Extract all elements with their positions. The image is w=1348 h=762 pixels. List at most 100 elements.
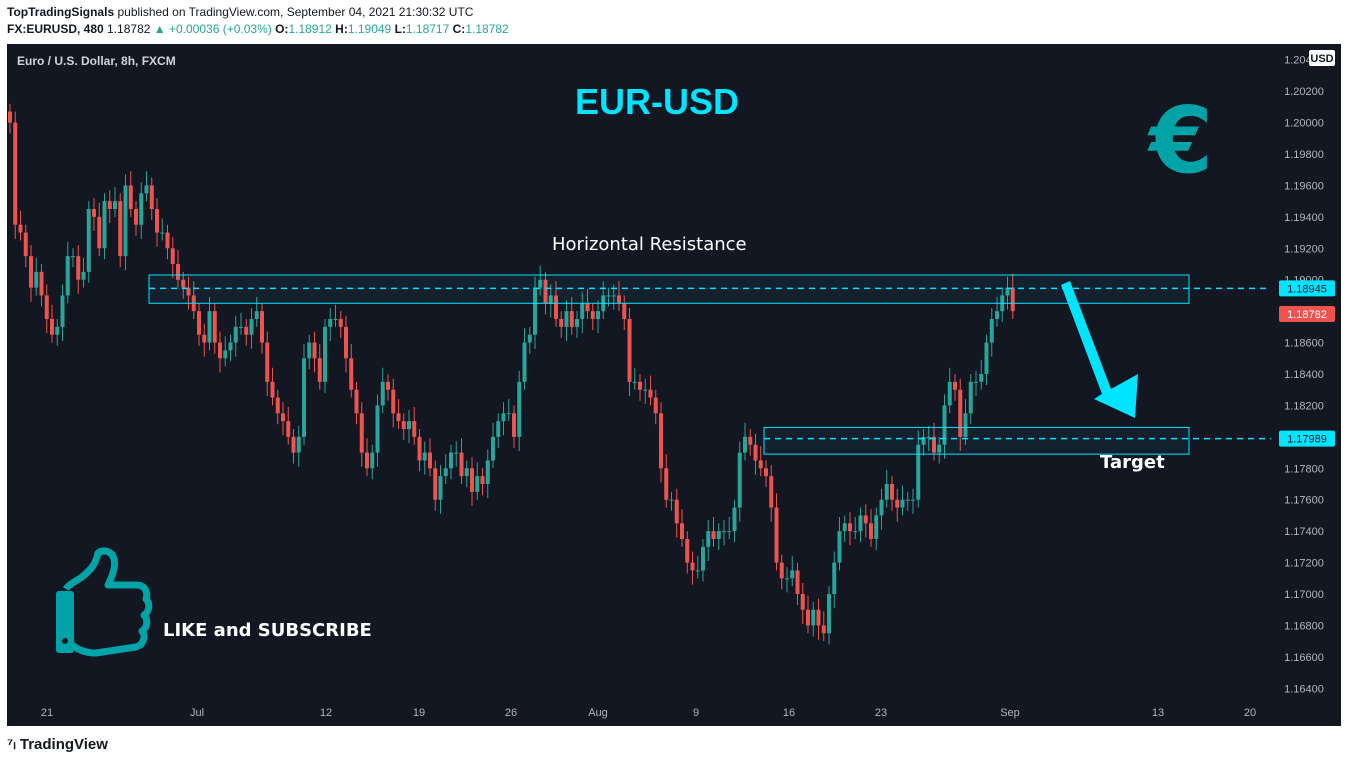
candle-body — [764, 468, 768, 477]
price-tick-label: 1.16400 — [1284, 683, 1324, 695]
candle-body — [359, 413, 364, 453]
candle-body — [265, 342, 270, 382]
candle-body — [732, 507, 737, 532]
tradingview-brand: TradingView — [19, 736, 108, 753]
candle-body — [911, 499, 915, 501]
candle-body — [932, 436, 936, 453]
candle-body — [176, 264, 180, 280]
candle-body — [874, 515, 879, 539]
time-tick-label: 26 — [505, 707, 517, 719]
candle-body — [711, 531, 716, 539]
candle-body — [454, 452, 459, 454]
target-zone[interactable] — [763, 426, 1190, 455]
candle-body — [113, 201, 117, 209]
candle-body — [307, 342, 312, 359]
candle-body — [123, 185, 128, 257]
arrow-down-icon[interactable] — [1061, 281, 1138, 418]
candle-body — [685, 539, 690, 563]
resistance-label: Horizontal Resistance — [552, 234, 747, 255]
candle-body — [8, 111, 12, 123]
candle-body — [296, 436, 301, 453]
candle-body — [947, 381, 952, 406]
cta-label[interactable]: LIKE and SUBSCRIBE — [163, 620, 372, 641]
candle-body — [548, 295, 553, 304]
candle-body — [617, 295, 621, 304]
candle-body — [338, 319, 343, 327]
candle-body — [648, 389, 653, 398]
candle-body — [459, 452, 464, 477]
price-badge-resistance[interactable] — [1279, 280, 1335, 297]
candle-body — [795, 570, 800, 594]
candle-body — [832, 562, 837, 594]
resistance-zone[interactable] — [148, 274, 1190, 304]
candle-body — [538, 279, 543, 288]
candle-body — [890, 484, 894, 500]
close-label: C: — [452, 22, 466, 36]
price-badge-label: 1.18782 — [1287, 309, 1327, 321]
chart-area[interactable]: 1.20400 1.20200 1.20000 1.19800 1.19600 1.194… — [7, 44, 1341, 726]
candle-body — [963, 413, 968, 437]
candle-body — [527, 334, 532, 343]
unit-badge[interactable] — [1309, 50, 1335, 66]
candle-body — [790, 570, 795, 579]
time-tick-label: Sep — [1000, 707, 1020, 719]
candle-body — [643, 389, 648, 391]
publication-header: TopTradingSignals published on TradingVi… — [7, 5, 473, 19]
candle-body — [396, 413, 401, 422]
symbol-label[interactable]: FX:EURUSD, 480 — [7, 22, 104, 36]
candle-body — [774, 507, 779, 563]
publisher-name[interactable]: TopTradingSignals — [7, 5, 115, 19]
candle-body — [785, 578, 789, 580]
candle-body — [139, 193, 144, 225]
candle-body — [391, 389, 396, 414]
candle-body — [97, 216, 102, 249]
candle-body — [380, 381, 385, 406]
candlestick-chart[interactable]: 1.204001.202001.200001.198001.196001.194… — [7, 44, 1341, 726]
candle-body — [76, 256, 81, 280]
candle-body — [879, 499, 884, 516]
thumbs-up-icon[interactable] — [56, 547, 153, 657]
candle-body — [580, 303, 585, 319]
candle-body — [464, 468, 469, 477]
price-badge-last[interactable] — [1279, 305, 1335, 322]
candle-body — [202, 334, 207, 343]
candle-body — [690, 562, 695, 571]
candle-body — [18, 224, 23, 233]
candle-body — [953, 381, 957, 390]
candle-body — [659, 413, 663, 469]
time-tick-label: 9 — [693, 707, 699, 719]
candle-body — [254, 311, 259, 319]
low-label: L: — [394, 22, 406, 36]
candle-body — [223, 350, 228, 359]
time-tick-label: Aug — [588, 707, 608, 719]
candle-body — [386, 381, 390, 390]
candle-body — [349, 358, 354, 390]
time-tick-label: 16 — [783, 707, 795, 719]
candle-body — [496, 421, 501, 437]
candle-body — [34, 271, 39, 288]
time-tick-label: 13 — [1152, 707, 1164, 719]
tradingview-logo[interactable]: ⁷ₗ TradingView — [7, 735, 108, 753]
price-tick-label: 1.18400 — [1284, 369, 1324, 381]
candle-body — [23, 232, 28, 257]
candle-body — [475, 476, 480, 492]
candle-body — [905, 499, 910, 501]
candle-body — [837, 531, 842, 563]
price-badge-target[interactable] — [1279, 430, 1335, 447]
candle-body — [853, 531, 858, 533]
candle-body — [422, 452, 427, 461]
chart-title: EUR-USD — [575, 81, 739, 122]
candle-body — [622, 303, 627, 319]
candle-body — [39, 271, 44, 296]
time-tick-label: 23 — [875, 707, 887, 719]
time-tick-label: 12 — [320, 707, 332, 719]
tradingview-icon: ⁷ₗ — [7, 736, 16, 753]
candle-body — [155, 209, 159, 233]
candle-body — [197, 311, 201, 335]
candle-body — [92, 209, 96, 217]
candle-body — [585, 303, 590, 312]
candle-body — [470, 468, 474, 492]
candle-body — [722, 531, 726, 533]
candle-body — [895, 499, 900, 508]
price-tick-label: 1.19200 — [1284, 243, 1324, 255]
